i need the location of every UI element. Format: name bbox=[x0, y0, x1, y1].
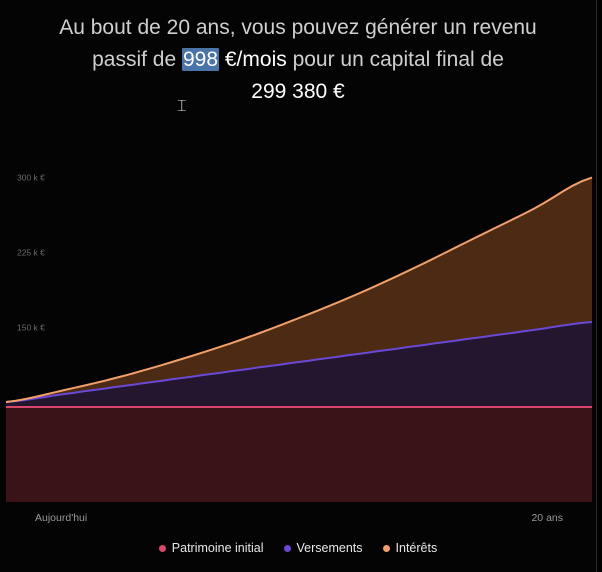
headline-prefix: passif de bbox=[92, 48, 182, 71]
headline-line-2: passif de 998 €/mois pour un capital fin… bbox=[0, 44, 596, 76]
legend-item-interets[interactable]: Intérêts bbox=[382, 541, 438, 555]
monthly-income-unit: €/mois bbox=[219, 48, 287, 71]
monthly-income-value[interactable]: 998 bbox=[182, 48, 220, 71]
headline-suffix: pour un capital final de bbox=[286, 48, 504, 71]
final-capital-value: 299 380 € bbox=[251, 80, 345, 103]
chart-legend: Patrimoine initial Versements Intérêts bbox=[0, 541, 596, 555]
legend-item-versements[interactable]: Versements bbox=[283, 541, 363, 555]
y-tick-label: 150 k € bbox=[17, 323, 45, 333]
headline-line-1: Au bout de 20 ans, vous pouvez générer u… bbox=[59, 16, 537, 39]
area-interets bbox=[6, 177, 592, 402]
capital-growth-chart: 75 k €150 k €225 k €300 k €Aujourd'hui20… bbox=[5, 173, 593, 524]
legend-dot-initial bbox=[158, 544, 166, 552]
text-cursor-icon: ⌶ bbox=[177, 96, 187, 115]
legend-dot-interets bbox=[382, 544, 390, 552]
area-patrimoine-initial bbox=[6, 407, 592, 502]
legend-item-patrimoine-initial[interactable]: Patrimoine initial bbox=[158, 541, 264, 555]
y-tick-label: 225 k € bbox=[17, 248, 45, 258]
legend-dot-versements bbox=[283, 544, 291, 552]
legend-label-interets: Intérêts bbox=[395, 541, 438, 555]
line-versements bbox=[5, 321, 593, 403]
area-versements bbox=[6, 322, 592, 407]
x-tick-label-end: 20 ans bbox=[531, 512, 563, 524]
legend-label-versements: Versements bbox=[296, 541, 363, 555]
projection-headline: Au bout de 20 ans, vous pouvez générer u… bbox=[0, 12, 596, 108]
y-tick-label: 300 k € bbox=[17, 173, 45, 183]
x-tick-label-start: Aujourd'hui bbox=[35, 512, 87, 524]
line-interets bbox=[5, 176, 593, 403]
legend-label-initial: Patrimoine initial bbox=[171, 541, 264, 555]
